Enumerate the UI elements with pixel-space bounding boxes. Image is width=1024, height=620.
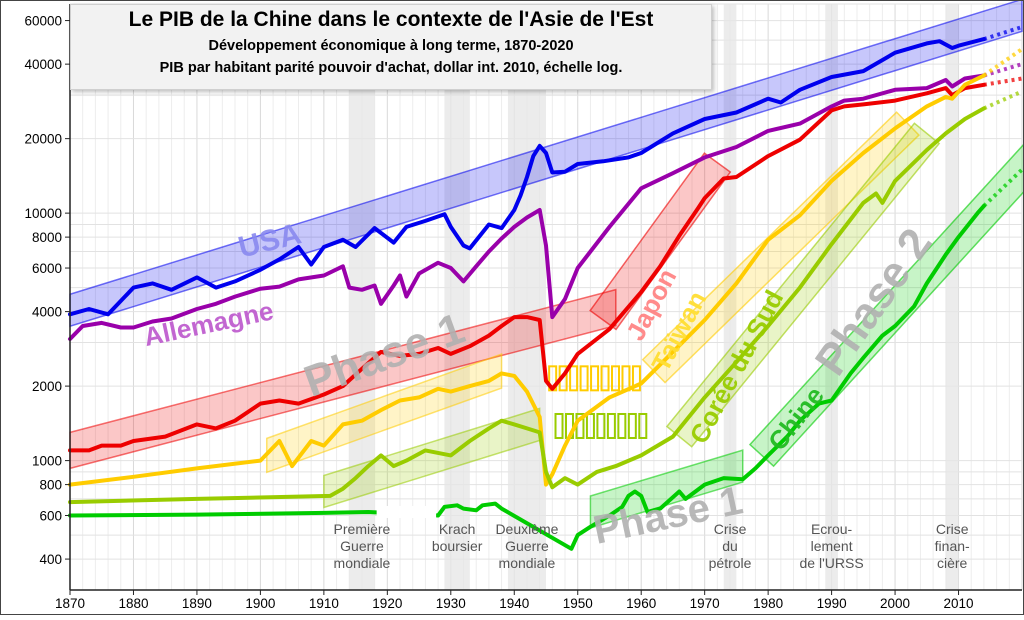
x-tick-label: 2000 bbox=[880, 596, 910, 611]
coree-gap-marker bbox=[627, 412, 637, 439]
event-label: Guerre bbox=[340, 538, 384, 554]
y-tick-label: 6000 bbox=[32, 261, 62, 276]
event-label: mondiale bbox=[499, 555, 556, 571]
y-tick-label: 600 bbox=[39, 509, 62, 524]
x-tick-label: 1890 bbox=[182, 596, 212, 611]
y-tick-label: 4000 bbox=[32, 305, 62, 320]
axes: 1870 1880 1890 1900 1910 1920 1930 1940 1950 1960… bbox=[24, 4, 1022, 611]
x-tick-label: 1880 bbox=[118, 596, 148, 611]
coree-gap-marker bbox=[585, 412, 595, 439]
y-tick-label: 1000 bbox=[32, 454, 62, 469]
x-tick-label: 1980 bbox=[753, 596, 783, 611]
taiwan-gap-marker bbox=[569, 365, 579, 392]
chart-subtitle-2: PIB par habitant parité pouvoir d'achat,… bbox=[159, 60, 623, 76]
band-chine-phase1 bbox=[589, 449, 744, 529]
series-line bbox=[68, 106, 986, 505]
chart-title: Le PIB de la Chine dans le contexte de l… bbox=[128, 8, 654, 31]
coree-gap-marker bbox=[638, 412, 648, 439]
chart-subtitle: Développement économique à long terme, 1… bbox=[208, 38, 574, 54]
china-gap-mask bbox=[376, 505, 437, 518]
event-label: du bbox=[722, 538, 738, 554]
x-tick-label: 1930 bbox=[436, 596, 466, 611]
x-tick-label: 1970 bbox=[690, 596, 720, 611]
series-forecast bbox=[982, 47, 1024, 78]
x-tick-label: 1950 bbox=[563, 596, 593, 611]
x-tick-label: 1990 bbox=[817, 596, 847, 611]
event-band bbox=[444, 4, 470, 590]
coree-gap-marker bbox=[554, 412, 564, 439]
event-band bbox=[825, 4, 838, 590]
event-band bbox=[349, 4, 375, 590]
y-tick-label: 10000 bbox=[24, 206, 62, 221]
x-tick-label: 1940 bbox=[499, 596, 529, 611]
coree-gap-marker bbox=[617, 412, 627, 439]
taiwan-gap-marker bbox=[611, 365, 621, 392]
x-tick-label: 2010 bbox=[944, 596, 974, 611]
event-label: Ecrou- bbox=[811, 521, 853, 537]
band-taiwan-phase2 bbox=[641, 111, 920, 384]
series-line bbox=[68, 82, 986, 453]
taiwan-gap-marker bbox=[579, 365, 589, 392]
taiwan-gap-marker bbox=[590, 365, 600, 392]
event-label: lement bbox=[811, 538, 853, 554]
event-label: Krach bbox=[439, 521, 476, 537]
series-forecast bbox=[983, 76, 1023, 87]
series-forecast bbox=[983, 89, 1023, 111]
series-line bbox=[68, 203, 986, 551]
event-band bbox=[507, 4, 546, 590]
event-label: cière bbox=[937, 555, 968, 571]
x-tick-label: 1910 bbox=[309, 596, 339, 611]
event-label: Deuxième bbox=[495, 521, 558, 537]
event-label: Crise bbox=[936, 521, 969, 537]
taiwan-gap-marker bbox=[600, 365, 610, 392]
y-tick-label: 2000 bbox=[32, 379, 62, 394]
event-label: boursier bbox=[432, 538, 483, 554]
event-label: de l'URSS bbox=[800, 555, 864, 571]
event-label: mondiale bbox=[334, 555, 391, 571]
band-japon-phase2 bbox=[589, 152, 732, 331]
event-band bbox=[945, 4, 959, 590]
event-label: Première bbox=[334, 521, 391, 537]
series-lines bbox=[68, 25, 1024, 551]
y-tick-label: 60000 bbox=[24, 14, 62, 29]
x-tick-label: 1920 bbox=[372, 596, 402, 611]
x-tick-label: 1960 bbox=[626, 596, 656, 611]
x-tick-label: 1900 bbox=[245, 596, 275, 611]
event-label: finan- bbox=[935, 538, 970, 554]
y-tick-label: 40000 bbox=[24, 57, 62, 72]
event-label: Crise bbox=[714, 521, 747, 537]
trend-bands bbox=[69, 0, 1024, 529]
label-chine: Chine bbox=[762, 381, 830, 456]
coree-gap-marker bbox=[596, 412, 606, 439]
event-label: pétrole bbox=[709, 555, 752, 571]
event-label: Guerre bbox=[505, 538, 549, 554]
series-line bbox=[68, 73, 986, 341]
title-box: Le PIB de la Chine dans le contexte de l… bbox=[70, 4, 712, 90]
series-forecast bbox=[982, 168, 1024, 208]
x-tick-label: 1870 bbox=[55, 596, 85, 611]
y-tick-label: 20000 bbox=[24, 132, 62, 147]
taiwan-gap-marker bbox=[631, 365, 641, 392]
band-chine-phase2 bbox=[748, 144, 1024, 468]
series-line bbox=[68, 73, 986, 487]
y-tick-label: 800 bbox=[39, 478, 62, 493]
coree-gap-marker bbox=[606, 412, 616, 439]
series-line bbox=[68, 37, 986, 317]
y-tick-label: 400 bbox=[39, 552, 62, 567]
y-tick-label: 8000 bbox=[32, 230, 62, 245]
